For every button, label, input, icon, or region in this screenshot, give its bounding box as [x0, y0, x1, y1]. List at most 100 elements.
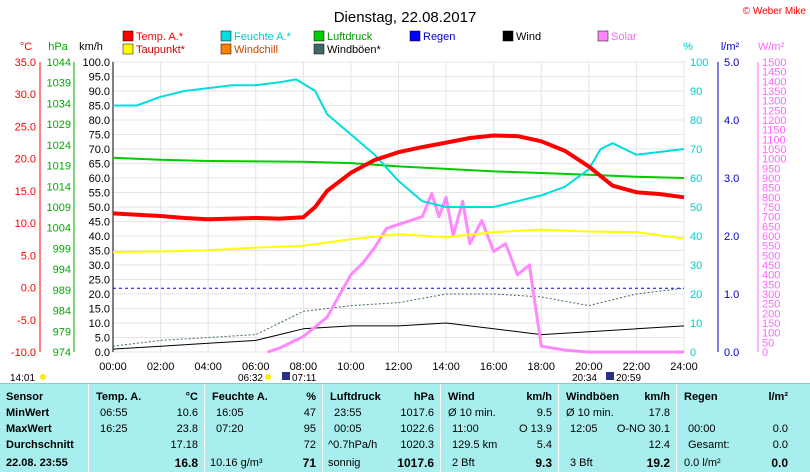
solar-tick-label: 500	[762, 250, 780, 262]
label-sensor: Sensor	[6, 391, 44, 403]
wind-tick-label: 60.0	[89, 173, 110, 185]
wind-series-line	[112, 322, 685, 350]
solar-tick-label: 1200	[762, 115, 786, 127]
x-tick-label: 22:00	[623, 361, 651, 373]
legend-label: Regen	[423, 31, 455, 43]
solar-tick-label: 750	[762, 202, 780, 214]
wind-tick-label: 35.0	[89, 246, 110, 258]
hum-current: 71	[302, 456, 316, 470]
x-tick-label: 10:00	[337, 361, 365, 373]
gust-r4a: 3 Bft	[570, 457, 593, 469]
solar-tick-label: 1000	[762, 154, 786, 166]
rain-r3b: 0.0	[772, 439, 788, 451]
axis-unit-pressure: hPa	[48, 41, 68, 53]
temp-current: 16.8	[174, 456, 198, 470]
hum-max-time: 07:20	[216, 423, 244, 435]
legend-swatch	[409, 30, 421, 42]
temp-tick-label: -5.0	[17, 315, 36, 327]
legend-label: Wind	[516, 31, 541, 43]
wind-tick-label: 65.0	[89, 159, 110, 171]
separator	[88, 384, 89, 472]
moon-icon	[282, 372, 290, 380]
col-humidity: Feuchte A.% 16:05 47 07:20 95 72 10.16 g/m…	[206, 384, 322, 472]
temp-unit: °C	[185, 391, 198, 403]
wind-unit: km/h	[526, 391, 552, 403]
solar-tick-label: 200	[762, 308, 780, 320]
x-tick-label: 20:00	[575, 361, 603, 373]
solar-tick-label: 1050	[762, 144, 786, 156]
rain-tick-label: 2.0	[724, 231, 739, 243]
pressure-tick-label: 994	[53, 264, 71, 276]
temp-max: 23.8	[176, 423, 198, 435]
solar-tick-label: 600	[762, 231, 780, 243]
press-max: 1022.6	[400, 423, 434, 435]
solar-tick-label: 950	[762, 163, 780, 175]
sunrise-label: 06:32	[238, 373, 263, 383]
temp-tick-label: 5.0	[21, 250, 36, 262]
legend-label: Taupunkt*	[136, 44, 186, 56]
moon-icon	[606, 372, 614, 380]
x-tick-label: 16:00	[480, 361, 508, 373]
gust-r1a: Ø 10 min.	[566, 407, 614, 419]
wind-r1b: 9.5	[536, 407, 552, 419]
solar-tick-label: 550	[762, 241, 780, 253]
col-rain: Regen l/m² 00:00 0.0 Gesamt: 0.0 0.0 l/m² 0.…	[678, 384, 792, 472]
sun-icon	[40, 374, 46, 380]
gust-r1b: 17.8	[648, 407, 670, 419]
axis-unit-rain: l/m²	[721, 41, 740, 53]
temp-tick-label: -10.0	[11, 347, 36, 359]
solar-tick-label: 800	[762, 192, 780, 204]
humidity-tick-label: 20	[690, 289, 702, 301]
rain-tick-label: 1.0	[724, 289, 739, 301]
label-max: MaxWert	[6, 423, 52, 435]
sunset-label: 20:34	[572, 373, 597, 383]
x-tick-label: 00:00	[99, 361, 127, 373]
pressure-tick-label: 1014	[47, 181, 71, 193]
solar-tick-label: 700	[762, 212, 780, 224]
x-tick-label: 14:00	[432, 361, 460, 373]
press-trend: ^0.7hPa/h	[328, 439, 378, 451]
gust-current: 19.2	[646, 456, 670, 470]
wind-tick-label: 50.0	[89, 202, 110, 214]
wind-r2a: 11:00	[452, 423, 479, 435]
wind-tick-label: 75.0	[89, 130, 110, 142]
press-header: Luftdruck	[330, 391, 381, 403]
temp-tick-label: 20.0	[15, 154, 36, 166]
press-min: 1017.6	[400, 407, 434, 419]
temp-tick-label: 10.0	[15, 218, 36, 230]
wind-tick-label: 70.0	[89, 144, 110, 156]
press-forecast: sonnig	[328, 457, 361, 469]
pressure-series-line	[112, 156, 685, 179]
press-max-time: 00:05	[334, 423, 362, 435]
x-tick-label: 12:00	[385, 361, 413, 373]
pressure-tick-label: 1034	[47, 98, 71, 110]
x-tick-label: 08:00	[290, 361, 318, 373]
wind-current: 9.3	[535, 456, 552, 470]
pressure-tick-label: 989	[53, 285, 71, 297]
solar-tick-label: 150	[762, 318, 780, 330]
pressure-tick-label: 999	[53, 243, 71, 255]
temp-series-line	[112, 133, 685, 222]
axis-unit-temp: °C	[20, 41, 32, 53]
temp-tick-label: 25.0	[15, 121, 36, 133]
pressure-tick-label: 974	[53, 347, 71, 359]
pressure-tick-label: 984	[53, 306, 71, 318]
wind-tick-label: 5.0	[95, 333, 110, 345]
rain-current: 0.0	[771, 456, 788, 470]
hum-header: Feuchte A.	[212, 391, 268, 403]
pressure-tick-label: 979	[53, 326, 71, 338]
rain-tick-label: 0.0	[724, 347, 739, 359]
label-avg: Durchschnitt	[6, 439, 74, 451]
hum-max: 95	[303, 423, 316, 435]
hum-min: 47	[303, 407, 316, 419]
wind-tick-label: 30.0	[89, 260, 110, 272]
dewpoint-series-line	[112, 228, 685, 254]
legend-swatch	[597, 30, 609, 42]
wind-r3a: 129.5 km	[452, 439, 498, 451]
solar-tick-label: 1100	[762, 134, 786, 146]
col-temp: Temp. A. °C 06:55 10.6 16:25 23.8 17.18 16.…	[90, 384, 204, 472]
wind-tick-label: 90.0	[89, 86, 110, 98]
x-tick-label: 06:00	[242, 361, 270, 373]
solar-tick-label: 400	[762, 270, 780, 282]
wind-r3b: 5.4	[536, 439, 552, 451]
